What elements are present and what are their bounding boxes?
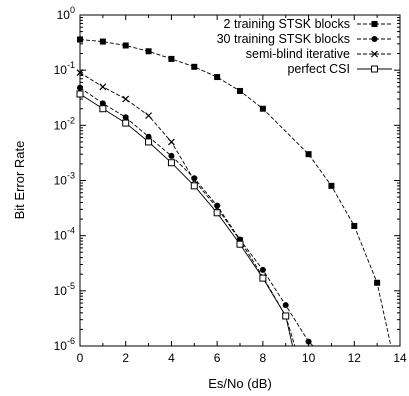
legend-label: perfect CSI [287,62,350,76]
data-point [305,151,312,158]
x-tick-label: 10 [302,351,316,365]
data-point [214,74,221,81]
data-point [371,50,378,58]
legend-entry: semi-blind iterative [246,47,392,61]
y-tick-label: 10-4 [54,226,75,243]
legend-entry: 30 training STSK blocks [217,32,392,46]
data-point [213,209,221,217]
legend-label: semi-blind iterative [246,47,350,61]
data-point [259,266,266,273]
data-point [122,119,130,127]
y-tick-base: 10 [54,63,68,77]
x-tick-label: 0 [77,351,84,365]
data-point [145,133,152,140]
y-tick-exponent: -1 [67,60,75,70]
data-point [305,338,312,345]
plot-border [79,14,401,347]
y-tick-label: 100 [57,5,75,22]
x-tick-label: 2 [122,351,129,365]
data-point-stroke [99,83,107,91]
data-point [351,222,358,229]
data-point-stroke [76,69,84,77]
data-point [236,240,244,248]
series-2-training-stsk-blocks [77,36,392,347]
x-tick-label: 8 [260,351,267,365]
y-tick-label: 10-5 [54,281,75,298]
series-line [79,93,294,347]
data-point [282,312,290,320]
y-tick-base: 10 [54,339,68,353]
data-point [259,274,267,282]
y-tick-base: 10 [54,118,68,132]
legend-entry: perfect CSI [287,62,392,76]
x-axis-label: Es/No (dB) [208,376,272,391]
data-point [328,182,335,189]
data-point [168,138,175,146]
data-point [371,36,378,42]
plot-frame [79,14,401,347]
data-point [167,159,175,167]
data-point-stroke [168,138,175,146]
x-tick-label: 4 [168,351,175,365]
series-line [79,87,314,347]
y-tick-base: 10 [54,284,68,298]
series-line [79,39,392,347]
y-tick-label: 10-3 [54,171,75,188]
data-point [371,65,378,73]
legend-entry: 2 training STSK blocks [224,17,392,31]
data-point [122,95,130,103]
data-point [76,90,84,98]
data-point [122,114,129,121]
x-tick-label: 14 [393,351,407,365]
y-tick-base: 10 [54,174,68,188]
data-point-stroke [145,112,152,120]
data-point [168,55,175,62]
data-point [145,48,152,55]
y-tick-label: 10-2 [54,115,75,132]
data-point [122,42,129,49]
data-point [99,105,107,113]
y-axis-label: Bit Error Rate [12,141,27,220]
y-tick-exponent: -3 [67,171,75,181]
data-point [77,84,83,91]
data-point [190,182,198,190]
y-tick-exponent: -5 [67,281,75,291]
data-point [99,83,107,91]
data-point-stroke [122,95,130,103]
data-point [77,36,83,43]
data-point [99,38,106,45]
x-tick-label: 6 [214,351,221,365]
y-tick-base: 10 [54,229,68,243]
series-line [79,72,296,347]
y-tick-exponent: 0 [70,5,75,15]
data-point [99,100,106,107]
y-tick-label: 10-1 [54,60,75,77]
y-tick-exponent: -4 [67,226,75,236]
legend-label: 30 training STSK blocks [217,32,350,46]
data-point [237,87,243,94]
data-point-stroke [371,50,378,58]
legend-label: 2 training STSK blocks [224,17,350,31]
y-tick-label: 10-6 [54,336,75,353]
data-point [76,69,84,77]
data-point [371,21,378,27]
data-point [374,279,381,286]
data-point [168,152,175,159]
y-tick-exponent: -2 [67,115,75,125]
data-point [282,302,289,309]
data-point [259,105,266,112]
y-tick-base: 10 [57,8,71,22]
series-layer [76,36,392,347]
data-point [214,202,221,209]
data-point [145,112,152,120]
y-tick-exponent: -6 [67,336,75,346]
data-point [145,138,153,146]
data-point [191,63,198,70]
series-perfect-csi [76,90,294,347]
x-axis-ticks: 0 2 4 6 8 10 12 14 [77,15,407,365]
x-tick-label: 12 [348,351,362,365]
